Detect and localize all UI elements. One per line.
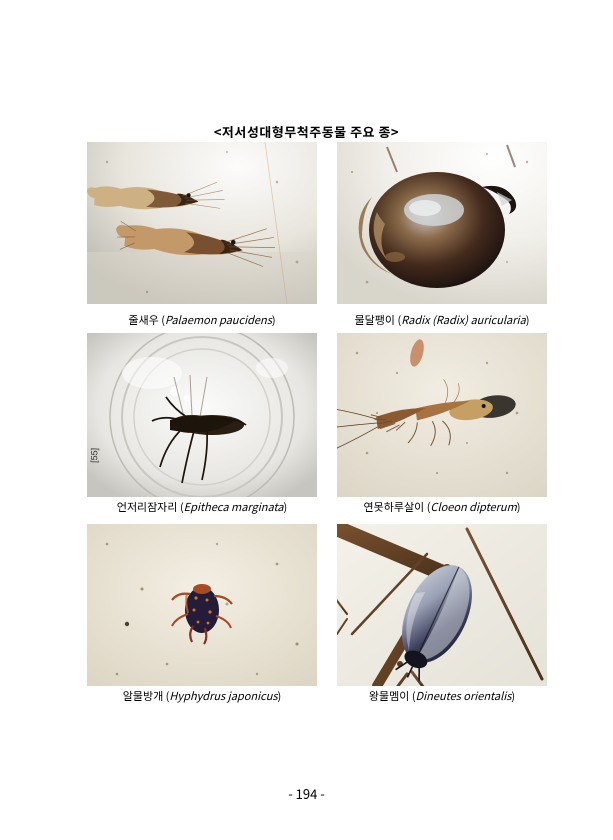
svg-text:[55]: [55] xyxy=(89,448,100,463)
